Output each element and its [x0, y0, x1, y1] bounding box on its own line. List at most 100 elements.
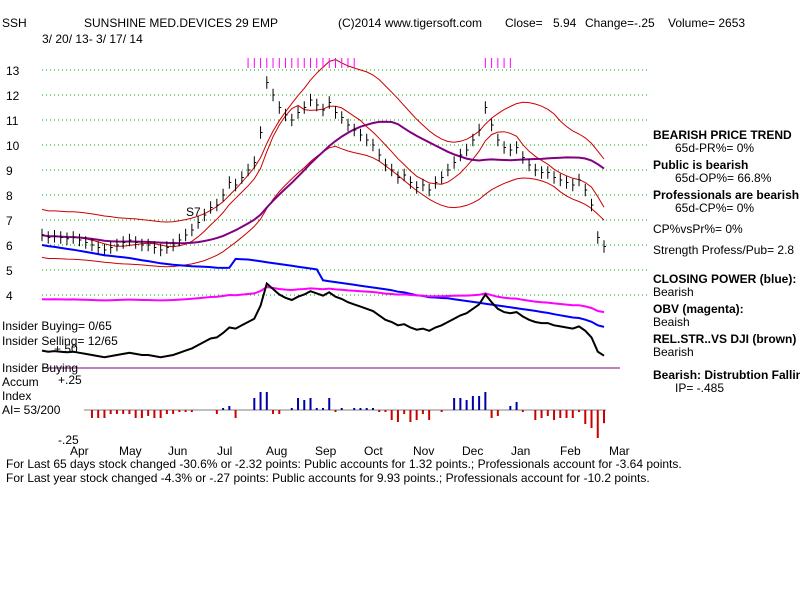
professionals-label: Professionals are bearish [653, 188, 800, 202]
accum-bar [459, 398, 462, 410]
accum-bar [440, 410, 443, 412]
trend-label: BEARISH PRICE TREND [653, 128, 792, 142]
indicator-lines [41, 244, 620, 369]
accum-bar [134, 410, 137, 418]
volume-label: Volume= 2653 [668, 16, 745, 30]
accum-bar [553, 410, 556, 420]
copyright-label: (C)2014 www.tigersoft.com [338, 16, 482, 30]
footer-line-2: For Last year stock changed -4.3% or -.2… [6, 471, 650, 485]
accum-bar [390, 410, 393, 420]
month-label-mar: Mar [609, 444, 630, 458]
accum-bar [453, 398, 456, 410]
accum-tick-025: +.25 [58, 373, 82, 387]
rel-str-value: Bearish [653, 345, 694, 359]
price-tick-6: 6 [6, 239, 13, 253]
accum-bar [315, 408, 318, 410]
accum-bar [328, 398, 331, 410]
accum-label: Accum [2, 375, 39, 389]
price-tick-11: 11 [6, 114, 19, 128]
insider-buying-label-2: Insider Buying [2, 361, 78, 375]
accum-bar [428, 410, 431, 420]
accum-bar [403, 410, 406, 414]
accum-bar [471, 396, 474, 410]
accum-bar [172, 410, 175, 414]
accum-bar [359, 408, 362, 410]
accum-bar [415, 410, 418, 420]
signal-s7-label: S7 [186, 205, 201, 219]
strength-ratio: Strength Profess/Pub= 2.8 [653, 243, 795, 257]
close-value: 5.94 [553, 16, 577, 30]
month-label-jul: Jul [217, 444, 232, 458]
accum-bar [521, 410, 524, 412]
accum-bar [478, 396, 481, 410]
accum-bar [421, 410, 424, 414]
month-label-may: May [119, 444, 142, 458]
month-label-jun: Jun [168, 444, 187, 458]
accum-bar [234, 410, 237, 418]
price-gridlines [42, 69, 648, 296]
accum-tick-neg025: -.25 [58, 433, 79, 447]
month-label-sep: Sep [315, 444, 337, 458]
accum-bar [272, 410, 275, 414]
month-label-apr: Apr [70, 444, 89, 458]
accum-bar [228, 406, 231, 410]
price-tick-9: 9 [6, 164, 13, 178]
accum-bar [565, 410, 568, 418]
accum-bar [584, 410, 587, 424]
accum-bar [365, 408, 368, 410]
accum-bar [534, 410, 537, 420]
accum-bar [496, 410, 499, 416]
ticker-label: SSH [2, 16, 27, 30]
accum-bar [97, 410, 100, 418]
sell-signal-arrows [247, 58, 511, 68]
accum-bar [603, 410, 605, 424]
closing-power-value: Bearish [653, 285, 694, 299]
cp-value: 65d-CP%= 0% [675, 201, 755, 215]
lower-band-line [41, 145, 605, 268]
short-ma-line [41, 104, 605, 248]
month-label-feb: Feb [560, 444, 581, 458]
accum-bar [378, 410, 381, 412]
ai-label: AI= 53/200 [2, 403, 61, 417]
accum-bar [115, 410, 118, 414]
accum-bar [515, 402, 518, 410]
month-label-oct: Oct [364, 444, 383, 458]
public-label: Public is bearish [653, 158, 749, 172]
accum-bar [103, 410, 106, 418]
accum-bar [409, 410, 412, 422]
accum-bar [490, 410, 493, 418]
price-tick-4: 4 [6, 289, 13, 303]
accum-tick-050: +.50 [54, 342, 78, 356]
accum-bar [184, 410, 187, 412]
accum-bar [222, 408, 225, 410]
accum-bar [322, 408, 324, 410]
obv-value: Beaish [653, 315, 690, 329]
price-axis-ticks: 13 12 11 10 9 8 7 6 5 4 [6, 64, 20, 303]
accum-bar [178, 410, 181, 412]
accum-bar [396, 410, 399, 422]
stock-name: SUNSHINE MED.DEVICES 29 EMP [84, 16, 278, 30]
month-label-aug: Aug [266, 444, 287, 458]
accum-bar [465, 400, 468, 410]
price-tick-7: 7 [6, 214, 13, 228]
price-bars [41, 76, 606, 257]
ip-value: IP= -.485 [675, 381, 725, 395]
price-tick-5: 5 [6, 264, 13, 278]
accum-bar [165, 410, 168, 414]
date-range: 3/ 20/ 13- 3/ 17/ 14 [42, 32, 143, 46]
close-label: Close= [505, 16, 543, 30]
pr-value: 65d-PR%= 0% [675, 141, 755, 155]
rel-str-label: REL.STR..VS DJI (brown) [653, 332, 797, 346]
accum-bar [371, 408, 374, 410]
accum-bar [265, 392, 268, 410]
accum-bar [578, 410, 581, 412]
accum-bar [297, 398, 300, 410]
accum-bar [90, 410, 93, 418]
price-tick-10: 10 [6, 139, 20, 153]
index-label: Index [2, 389, 31, 403]
accum-bar [590, 410, 593, 428]
accum-bar [334, 410, 337, 412]
right-panel: BEARISH PRICE TREND 65d-PR%= 0% Public i… [653, 129, 800, 395]
accum-bar [484, 392, 487, 410]
op-value: 65d-OP%= 66.8% [675, 171, 772, 185]
